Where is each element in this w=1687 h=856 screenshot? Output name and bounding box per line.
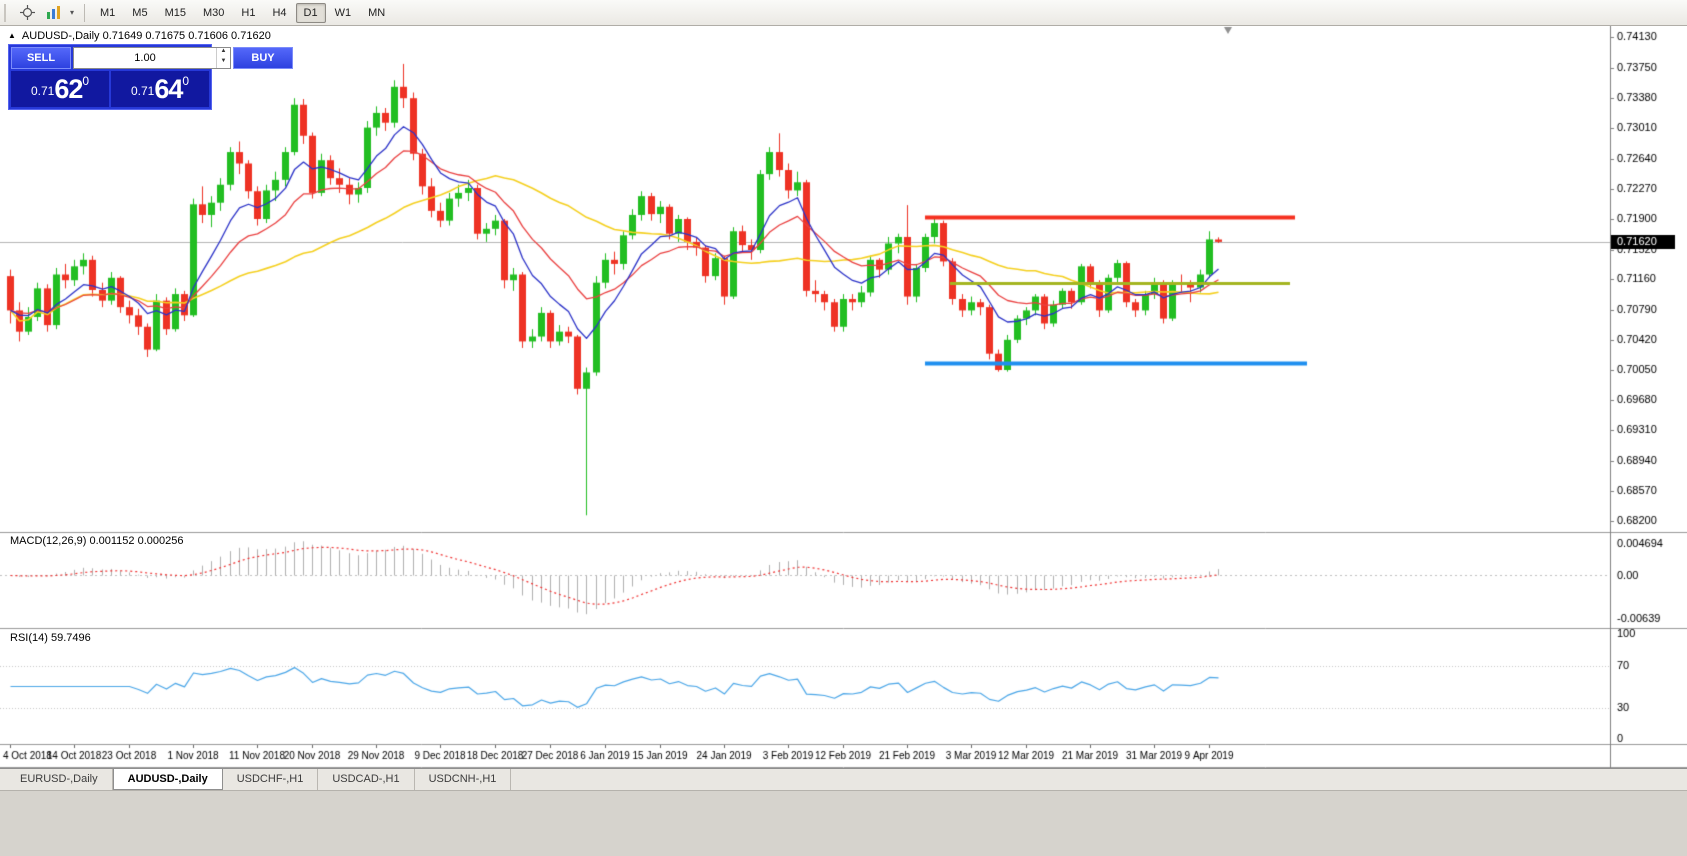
timeframe-d1[interactable]: D1	[295, 2, 326, 23]
chart-tab-bar: EURUSD-,Daily AUDUSD-,Daily USDCHF-,H1 USDC…	[0, 768, 1687, 790]
timeframe-h1[interactable]: H1	[241, 6, 256, 19]
crosshair-tool-button[interactable]	[15, 3, 39, 23]
oneclick-collapse-icon[interactable]: ▲	[8, 31, 16, 40]
buy-price-prefix: 0.71	[130, 84, 155, 98]
indicator-layers-icon	[46, 6, 60, 19]
volume-spinner: ▲ ▼	[216, 48, 230, 68]
sell-price-prefix: 0.71	[30, 84, 55, 98]
timeframe-h4[interactable]: H4	[272, 6, 287, 19]
buy-price-big-digits: 64	[154, 74, 183, 104]
chart-title-row: ▲ AUDUSD-,Daily 0.71649 0.71675 0.71606 …	[8, 30, 271, 42]
crosshair-icon	[19, 5, 35, 20]
chevron-down-icon[interactable]: ▾	[70, 8, 75, 17]
price-chart-canvas[interactable]	[0, 26, 1687, 768]
chart-title: AUDUSD-,Daily 0.71649 0.71675 0.71606 0.…	[21, 30, 271, 42]
macd-label: MACD(12,26,9) 0.001152 0.000256	[10, 535, 184, 547]
timeframe-m30[interactable]: M30	[202, 6, 225, 19]
tab-audusd-daily[interactable]: AUDUSD-,Daily	[112, 769, 223, 790]
volume-box: ▲ ▼	[73, 47, 231, 69]
tab-usdchf-h1[interactable]: USDCHF-,H1	[223, 769, 319, 790]
status-bar	[0, 790, 1687, 856]
toolbar-separator	[84, 3, 86, 22]
tab-eurusd-daily[interactable]: EURUSD-,Daily	[6, 769, 113, 790]
tab-usdcad-h1[interactable]: USDCAD-,H1	[318, 769, 415, 790]
buy-price-pipette: 0	[182, 74, 190, 88]
volume-input[interactable]	[74, 48, 216, 68]
sell-price-big-digits: 62	[54, 74, 83, 104]
buy-button[interactable]: BUY	[233, 47, 293, 69]
timeframe-w1[interactable]: W1	[334, 6, 352, 19]
toolbar: ▾ M1 M5 M15 M30 H1 H4 D1 W1 MN	[0, 0, 1687, 26]
rsi-label: RSI(14) 59.7496	[10, 632, 91, 644]
volume-increase-button[interactable]: ▲	[220, 48, 227, 54]
timeframe-buttons: M1 M5 M15 M30 H1 H4 D1 W1 MN	[92, 2, 393, 23]
toolbar-grip[interactable]	[4, 3, 10, 22]
timeframe-mn[interactable]: MN	[368, 6, 386, 19]
sell-button[interactable]: SELL	[11, 47, 71, 69]
timeframe-m1[interactable]: M1	[100, 6, 116, 19]
chart-objects-button[interactable]	[41, 3, 65, 23]
sell-price-pipette: 0	[82, 74, 90, 88]
sell-price-display[interactable]: 0.71 62 0	[11, 71, 109, 107]
chart-area: ▲ AUDUSD-,Daily 0.71649 0.71675 0.71606 …	[0, 26, 1687, 768]
timeframe-m5[interactable]: M5	[132, 6, 148, 19]
volume-decrease-button[interactable]: ▼	[220, 58, 227, 64]
tab-usdcnh-h1[interactable]: USDCNH-,H1	[415, 769, 512, 790]
buy-price-display[interactable]: 0.71 64 0	[111, 71, 209, 107]
timeframe-m15[interactable]: M15	[164, 6, 186, 19]
